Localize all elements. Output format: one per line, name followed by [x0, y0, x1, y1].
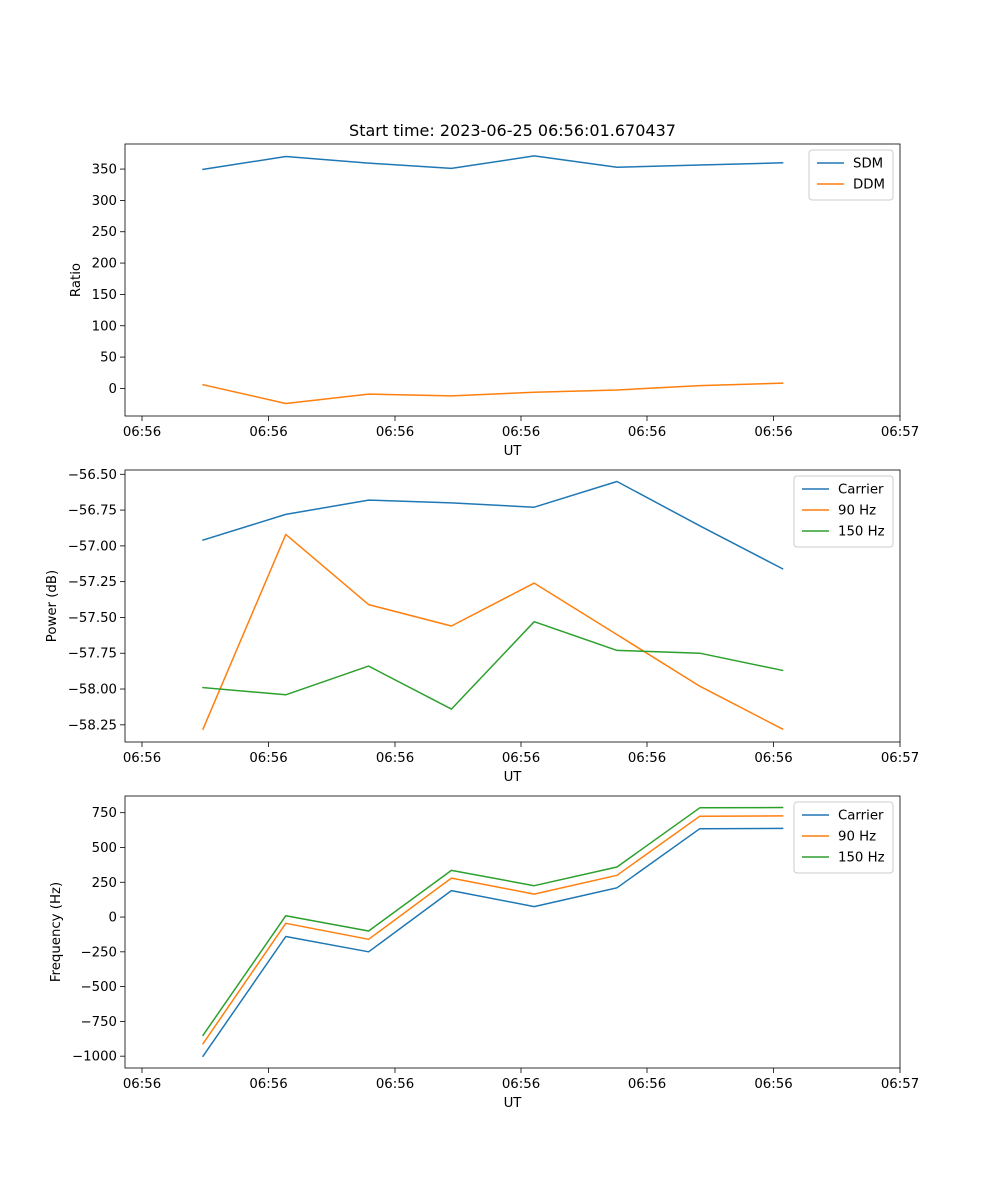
y-tick-label: −58.00: [68, 683, 117, 698]
y-tick-label: −500: [80, 980, 117, 995]
x-axis-label: UT: [504, 770, 523, 785]
x-tick-label: 06:56: [123, 751, 161, 766]
y-axis-label: Frequency (Hz): [49, 882, 64, 982]
series-line-90-hz: [201, 815, 784, 1045]
series-line-150-hz: [202, 620, 784, 710]
y-tick-label: −750: [80, 1015, 117, 1030]
legend: Carrier 90 Hz 150 Hz: [793, 801, 894, 874]
plot-frame: [124, 795, 901, 1069]
x-tick-label: 06:56: [754, 425, 792, 440]
y-tick-label: 500: [92, 841, 117, 856]
x-tick-label: 06:56: [628, 425, 666, 440]
series-line-90-hz: [202, 533, 784, 731]
y-tick-label: 200: [92, 257, 117, 272]
series-line-carrier: [202, 480, 784, 570]
y-tick-label: 750: [92, 806, 117, 821]
y-tick-label: −1000: [72, 1050, 117, 1065]
y-tick-label: 50: [100, 351, 117, 366]
x-tick-label: 06:57: [881, 425, 919, 440]
legend-entry-label: Carrier: [838, 483, 884, 498]
y-axis-label: Ratio: [69, 263, 84, 297]
legend-entry-label: 150 Hz: [838, 525, 885, 540]
y-tick-label: 250: [92, 876, 117, 891]
x-tick-label: 06:56: [754, 751, 792, 766]
legend: SDM DDM: [808, 149, 894, 201]
y-tick-label: −58.25: [68, 718, 117, 733]
y-tick-label: 150: [92, 288, 117, 303]
legend-entry-label: 150 Hz: [838, 851, 885, 866]
legend-entry-label: DDM: [853, 178, 885, 193]
legend-box: [793, 475, 894, 548]
legend-box: [793, 801, 894, 874]
chart-panel-1: 06:56 06:56 06:56 06:56 06:56 06:56 06:57 0 50 10…: [69, 143, 919, 459]
x-tick-label: 06:56: [376, 751, 414, 766]
x-tick-label: 06:56: [754, 1077, 792, 1092]
y-tick-label: 100: [92, 319, 117, 334]
plot-frame: [124, 469, 901, 743]
y-tick-label: 250: [92, 225, 117, 240]
x-axis-label: UT: [504, 444, 523, 459]
series-line-ddm: [202, 382, 784, 405]
series-line-carrier: [201, 827, 784, 1058]
x-tick-label: 06:56: [123, 425, 161, 440]
y-tick-label: 0: [109, 911, 117, 926]
x-axis-label: UT: [504, 1096, 523, 1111]
x-tick-label: 06:56: [628, 751, 666, 766]
y-tick-label: 0: [109, 382, 117, 397]
legend-entry-label: 90 Hz: [838, 504, 876, 519]
y-tick-label: −57.50: [68, 611, 117, 626]
chart-title: Start time: 2023-06-25 06:56:01.670437: [349, 121, 676, 140]
legend-entry-label: 90 Hz: [838, 830, 876, 845]
x-tick-label: 06:56: [628, 1077, 666, 1092]
legend-entry-label: SDM: [853, 157, 883, 172]
x-tick-label: 06:57: [881, 751, 919, 766]
x-tick-label: 06:56: [502, 425, 540, 440]
legend-entry-label: Carrier: [838, 809, 884, 824]
chart-panel-3: 06:56 06:56 06:56 06:56 06:56 06:56 06:57 −1000…: [49, 795, 919, 1111]
x-tick-label: 06:56: [376, 425, 414, 440]
legend: Carrier 90 Hz 150 Hz: [793, 475, 894, 548]
x-tick-label: 06:56: [376, 1077, 414, 1092]
x-tick-label: 06:56: [249, 425, 287, 440]
y-tick-label: −57.75: [68, 647, 117, 662]
y-axis-label: Power (dB): [45, 570, 60, 642]
x-tick-label: 06:56: [249, 1077, 287, 1092]
x-tick-label: 06:56: [502, 1077, 540, 1092]
x-tick-label: 06:57: [881, 1077, 919, 1092]
y-tick-label: −250: [80, 945, 117, 960]
x-tick-label: 06:56: [249, 751, 287, 766]
y-tick-label: 300: [92, 194, 117, 209]
x-tick-label: 06:56: [123, 1077, 161, 1092]
series-line-150-hz: [201, 806, 784, 1037]
series-line-sdm: [202, 155, 784, 171]
y-tick-label: 350: [92, 163, 117, 178]
y-tick-label: −56.50: [68, 468, 117, 483]
x-tick-label: 06:56: [502, 751, 540, 766]
y-tick-label: −57.00: [68, 539, 117, 554]
plot-frame: [124, 143, 901, 417]
y-tick-label: −56.75: [68, 504, 117, 519]
y-tick-label: −57.25: [68, 575, 117, 590]
chart-panel-2: 06:56 06:56 06:56 06:56 06:56 06:56 06:57 −58.2…: [45, 468, 919, 785]
